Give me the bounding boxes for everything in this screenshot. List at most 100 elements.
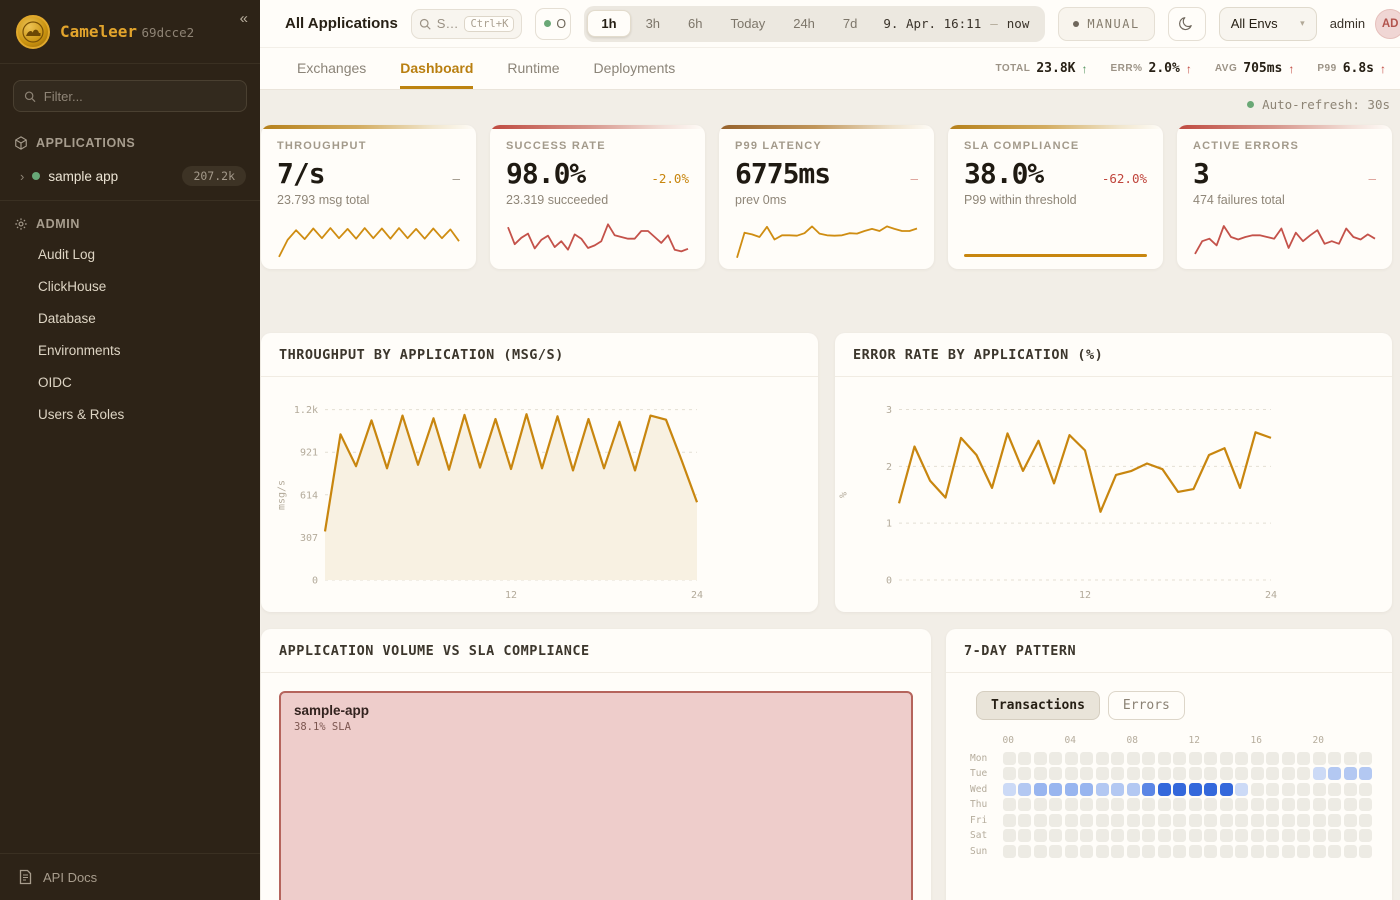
- heatmap-cell[interactable]: [1033, 813, 1047, 827]
- tab-runtime[interactable]: Runtime: [507, 60, 560, 76]
- heatmap-cell[interactable]: [1142, 798, 1155, 811]
- heatmap-cell[interactable]: [1033, 782, 1047, 796]
- heatmap-cell[interactable]: [1142, 829, 1155, 842]
- sidebar-item-sample-app[interactable]: › sample app 207.2k: [0, 158, 260, 200]
- heatmap-cell[interactable]: [1126, 844, 1140, 858]
- heatmap-cell[interactable]: [1111, 798, 1124, 811]
- heatmap-cell[interactable]: [1126, 829, 1140, 842]
- heatmap-cell[interactable]: [1033, 844, 1047, 858]
- heatmap-cell[interactable]: [1033, 798, 1047, 811]
- sidebar-item-users-roles[interactable]: Users & Roles: [38, 407, 125, 422]
- heatmap-cell[interactable]: [1157, 813, 1171, 827]
- heatmap-cell[interactable]: [1126, 767, 1140, 780]
- heatmap-cell[interactable]: [1188, 798, 1202, 811]
- heatmap-cell[interactable]: [1359, 813, 1372, 827]
- heatmap-cell[interactable]: [1018, 813, 1031, 827]
- heatmap-cell[interactable]: [1064, 751, 1078, 765]
- heatmap-cell[interactable]: [1328, 751, 1341, 765]
- heatmap-cell[interactable]: [1266, 751, 1279, 765]
- heatmap-cell[interactable]: [1219, 844, 1233, 858]
- heatmap-cell[interactable]: [1297, 798, 1310, 811]
- heatmap-cell[interactable]: [1281, 782, 1295, 796]
- heatmap-cell[interactable]: [1033, 751, 1047, 765]
- heatmap-cell[interactable]: [1219, 829, 1233, 842]
- heatmap-cell[interactable]: [1064, 829, 1078, 842]
- time-range-6h[interactable]: 6h: [688, 16, 703, 31]
- heatmap-cell[interactable]: [1049, 798, 1062, 811]
- heatmap-cell[interactable]: [1297, 813, 1310, 827]
- heatmap-cell[interactable]: [1312, 829, 1326, 842]
- heatmap-cell[interactable]: [1250, 767, 1264, 780]
- heatmap-cell[interactable]: [1266, 798, 1279, 811]
- heatmap-cell[interactable]: [1095, 782, 1109, 796]
- heatmap-cell[interactable]: [1126, 813, 1140, 827]
- heatmap-cell[interactable]: [1080, 782, 1093, 796]
- heatmap-cell[interactable]: [1250, 844, 1264, 858]
- heatmap-cell[interactable]: [1002, 751, 1016, 765]
- heatmap-cell[interactable]: [1111, 829, 1124, 842]
- heatmap-cell[interactable]: [1126, 782, 1140, 796]
- heatmap-cell[interactable]: [1188, 829, 1202, 842]
- heatmap-cell[interactable]: [1343, 798, 1357, 811]
- heatmap-cell[interactable]: [1095, 844, 1109, 858]
- heatmap-cell[interactable]: [1359, 751, 1372, 765]
- heatmap-cell[interactable]: [1266, 782, 1279, 796]
- heatmap-cell[interactable]: [1297, 829, 1310, 842]
- global-search-input[interactable]: S… Ctrl+K: [410, 8, 523, 39]
- dark-mode-toggle[interactable]: [1167, 6, 1206, 41]
- heatmap-cell[interactable]: [1064, 782, 1078, 796]
- heatmap-cell[interactable]: [1188, 782, 1202, 796]
- heatmap-cell[interactable]: [1018, 782, 1031, 796]
- heatmap-cell[interactable]: [1157, 798, 1171, 811]
- heatmap-cell[interactable]: [1343, 813, 1357, 827]
- heatmap-cell[interactable]: [1095, 751, 1109, 765]
- heatmap-cell[interactable]: [1312, 844, 1326, 858]
- heatmap-cell[interactable]: [1312, 751, 1326, 765]
- avatar[interactable]: AD: [1375, 8, 1400, 39]
- heatmap-cell[interactable]: [1095, 813, 1109, 827]
- heatmap-cell[interactable]: [1018, 844, 1031, 858]
- heatmap-cell[interactable]: [1359, 829, 1372, 842]
- heatmap-cell[interactable]: [1281, 798, 1295, 811]
- heatmap-cell[interactable]: [1328, 813, 1341, 827]
- heatmap-cell[interactable]: [1126, 798, 1140, 811]
- heatmap-cell[interactable]: [1359, 798, 1372, 811]
- heatmap-cell[interactable]: [1142, 751, 1155, 765]
- heatmap-cell[interactable]: [1142, 782, 1155, 796]
- heatmap-cell[interactable]: [1281, 844, 1295, 858]
- heatmap-cell[interactable]: [1281, 751, 1295, 765]
- time-range-3h[interactable]: 3h: [645, 16, 661, 31]
- sidebar-item-audit-log[interactable]: Audit Log: [38, 247, 96, 262]
- heatmap-cell[interactable]: [1173, 844, 1186, 858]
- heatmap-cell[interactable]: [1157, 767, 1171, 780]
- heatmap-cell[interactable]: [1188, 751, 1202, 765]
- heatmap-cell[interactable]: [1049, 751, 1062, 765]
- heatmap-cell[interactable]: [1219, 813, 1233, 827]
- heatmap-cell[interactable]: [1049, 813, 1062, 827]
- heatmap-cell[interactable]: [1312, 767, 1326, 780]
- heatmap-cell[interactable]: [1343, 767, 1357, 780]
- heatmap-cell[interactable]: [1359, 767, 1372, 780]
- heatmap-cell[interactable]: [1173, 751, 1186, 765]
- user-menu[interactable]: admin AD: [1330, 8, 1400, 39]
- heatmap-cell[interactable]: [1142, 844, 1155, 858]
- heatmap-cell[interactable]: [1173, 798, 1186, 811]
- toggle-transactions[interactable]: Transactions: [976, 691, 1100, 720]
- heatmap-cell[interactable]: [1359, 844, 1372, 858]
- heatmap-cell[interactable]: [1002, 844, 1016, 858]
- heatmap-cell[interactable]: [1328, 782, 1341, 796]
- heatmap-cell[interactable]: [1281, 813, 1295, 827]
- heatmap-cell[interactable]: [1111, 813, 1124, 827]
- heatmap-cell[interactable]: [1018, 751, 1031, 765]
- filter-input[interactable]: [43, 88, 236, 104]
- tab-dashboard[interactable]: Dashboard: [400, 48, 474, 89]
- sidebar-item-environments[interactable]: Environments: [38, 343, 121, 358]
- sidebar-item-api-docs[interactable]: API Docs: [0, 853, 260, 900]
- heatmap-cell[interactable]: [1328, 767, 1341, 780]
- toggle-errors[interactable]: Errors: [1107, 691, 1185, 720]
- treemap-item-sample-app[interactable]: sample-app 38.1% SLA: [279, 691, 913, 900]
- heatmap-cell[interactable]: [1219, 782, 1233, 796]
- heatmap-cell[interactable]: [1204, 782, 1217, 796]
- heatmap-cell[interactable]: [1157, 751, 1171, 765]
- heatmap-cell[interactable]: [1250, 798, 1264, 811]
